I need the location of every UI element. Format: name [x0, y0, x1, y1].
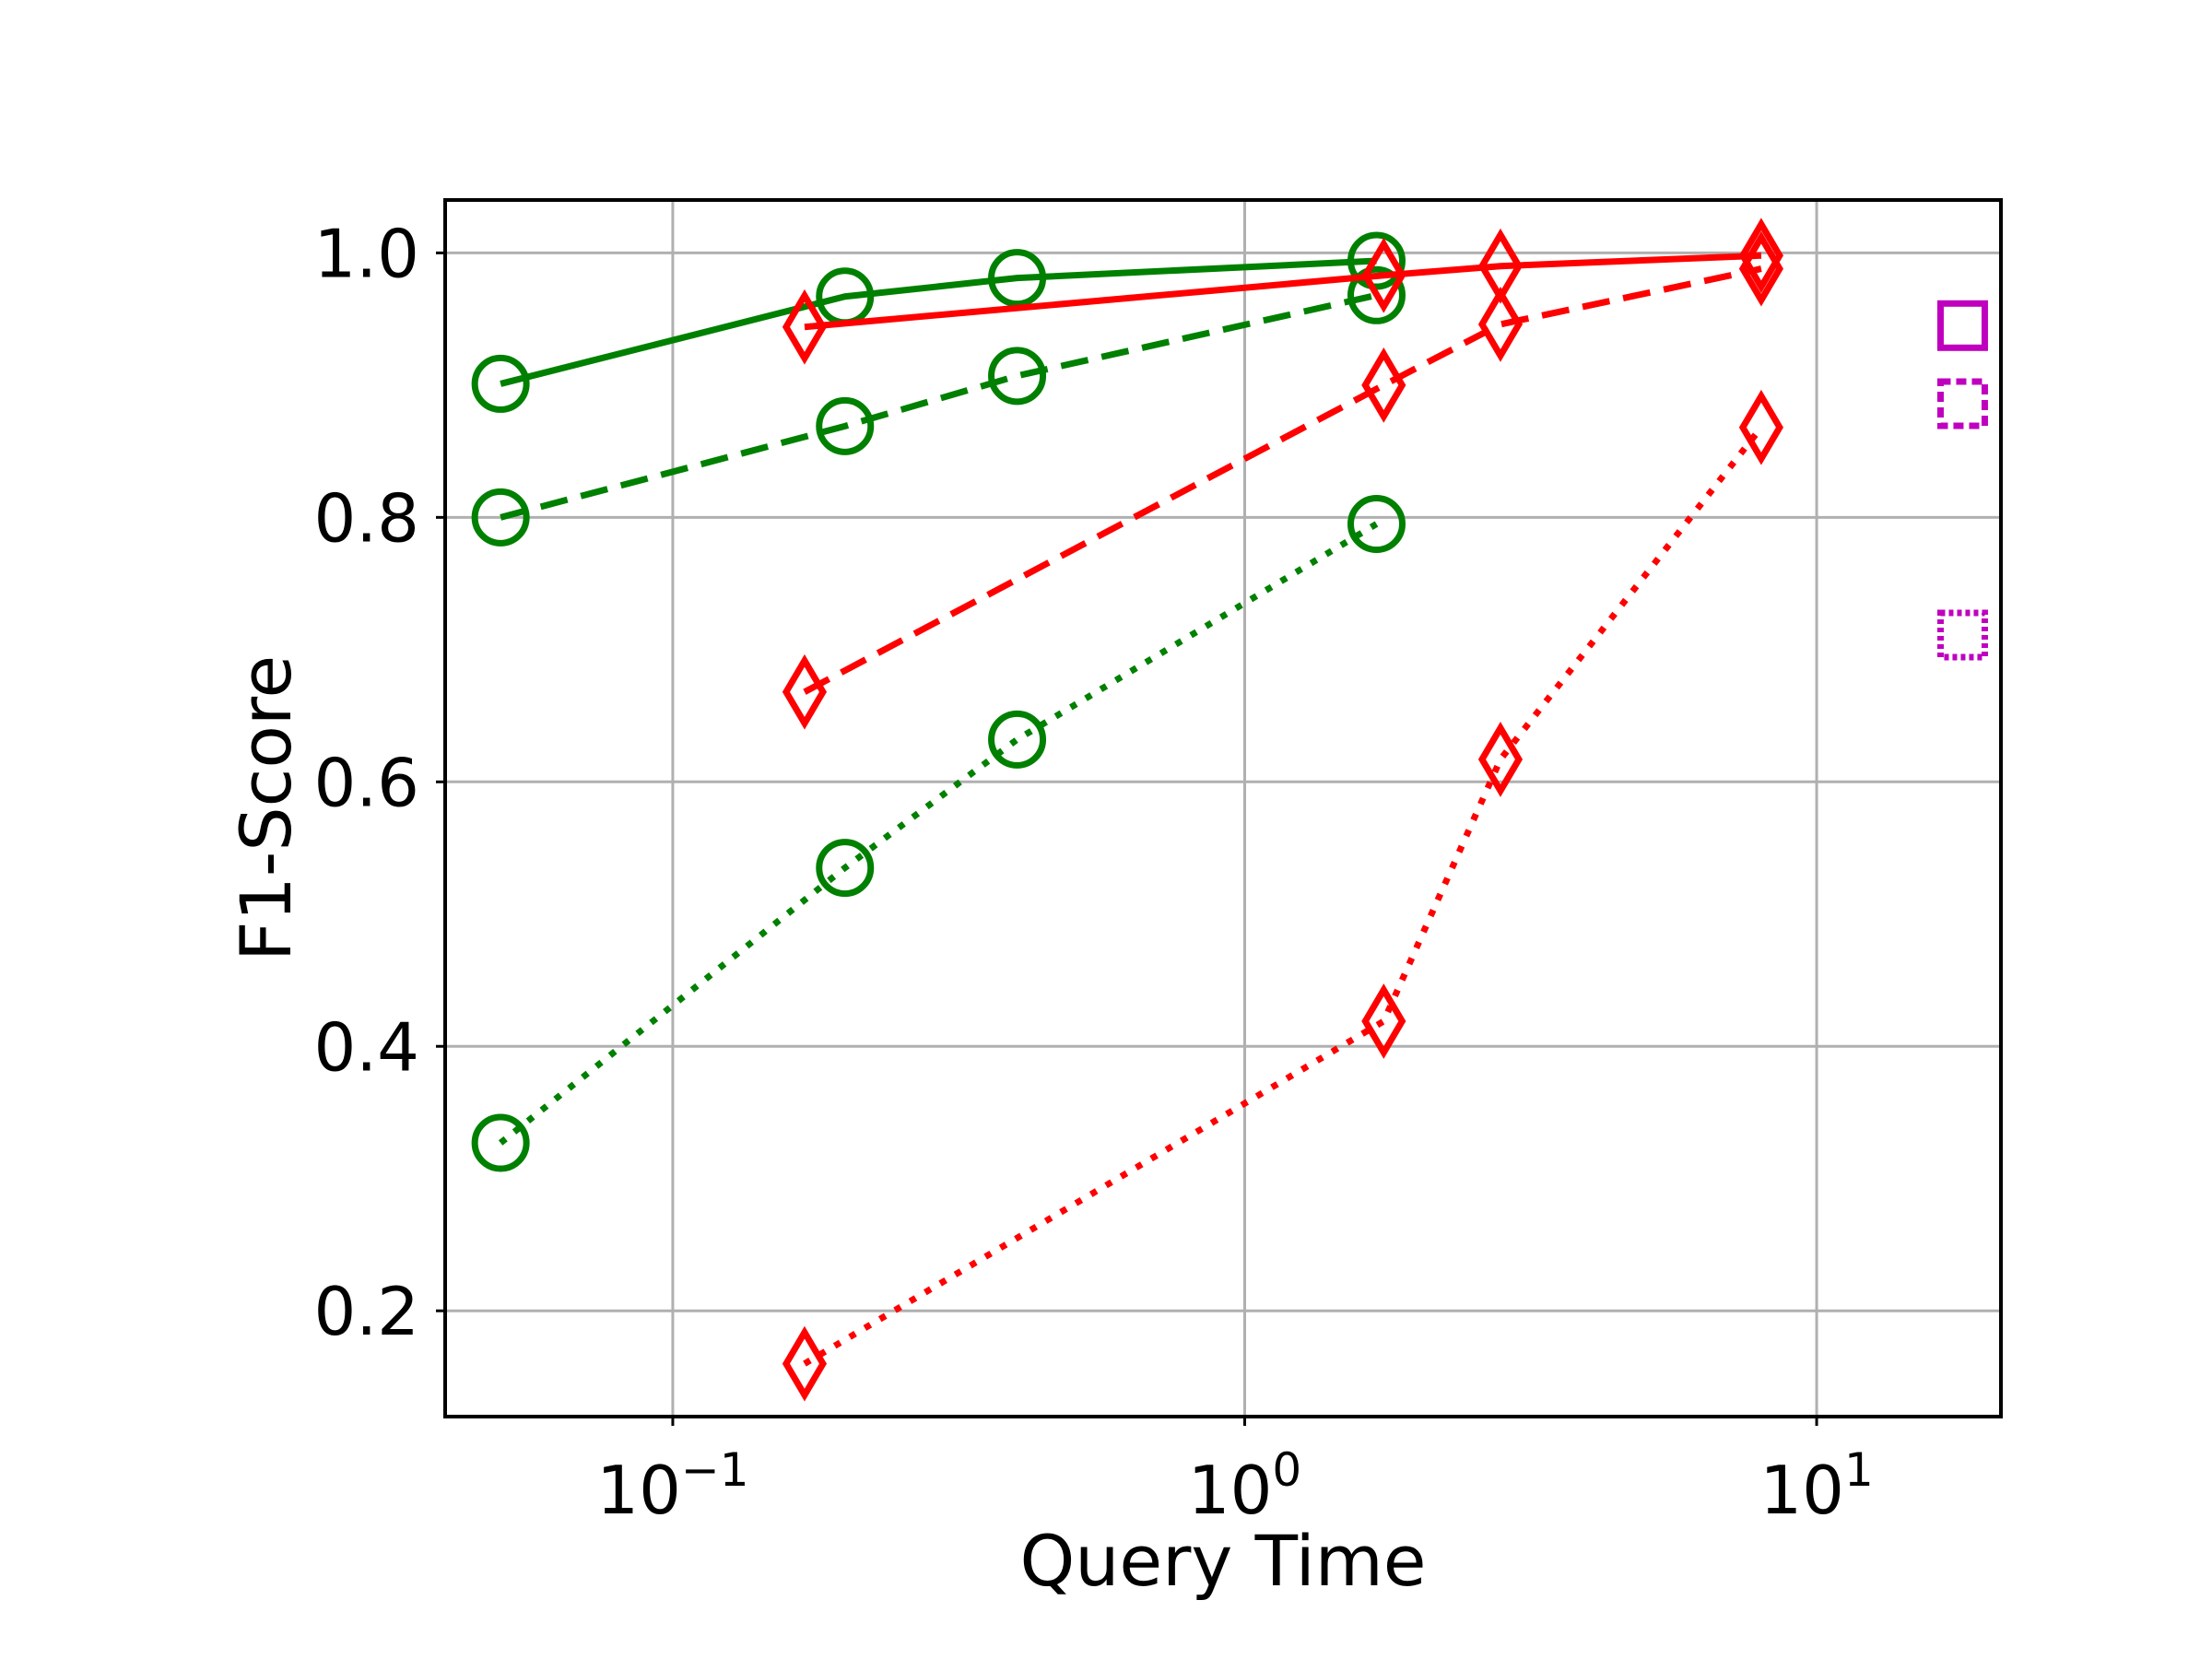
- ticks: 10−1 100 101 0.2 0.4 0.6 0.8 1.0: [313, 215, 1873, 1529]
- square-marker: [1936, 300, 1988, 351]
- circle-marker: [471, 354, 530, 413]
- circle-marker: [988, 249, 1047, 308]
- diamond-marker: [1361, 983, 1406, 1059]
- diamond-marker: [1738, 230, 1783, 307]
- series-3: [471, 495, 1406, 1172]
- y-tick-label: 1.0: [313, 215, 419, 292]
- diamond-marker: [1738, 389, 1783, 465]
- y-tick-label: 0.4: [313, 1008, 419, 1086]
- x-tick-label: 101: [1759, 1443, 1873, 1529]
- y-axis-label: F1-Score: [225, 655, 307, 961]
- series-line: [498, 521, 1379, 1146]
- circle-marker: [816, 839, 875, 898]
- x-axis-label: Query Time: [1019, 1520, 1426, 1602]
- series-7: [1936, 300, 1988, 351]
- diamond-marker: [1361, 237, 1406, 313]
- square-marker: [1936, 378, 1988, 429]
- diamond-marker: [782, 653, 828, 730]
- grid: [445, 200, 2001, 1417]
- series-line: [803, 425, 1764, 1367]
- diamond-marker: [782, 1325, 828, 1402]
- y-tick-label: 0.6: [313, 744, 419, 821]
- plot-frame: [443, 198, 2003, 1418]
- circle-marker: [988, 710, 1047, 769]
- series-line: [500, 291, 1378, 521]
- series-6: [782, 389, 1783, 1402]
- series-1: [471, 231, 1406, 413]
- series-8: [1936, 378, 1988, 429]
- square-marker: [1936, 609, 1988, 661]
- series-9: [1936, 609, 1988, 661]
- circle-marker: [1347, 495, 1406, 554]
- series-2: [471, 265, 1406, 547]
- circle-marker: [1347, 265, 1406, 324]
- diamond-marker: [1477, 722, 1524, 797]
- diamond-marker: [1361, 347, 1406, 423]
- circle-marker: [816, 396, 875, 455]
- series-line: [500, 257, 1377, 387]
- diamond-marker: [782, 288, 828, 365]
- y-tick-label: 0.8: [313, 479, 419, 557]
- series-line: [804, 252, 1762, 331]
- circle-marker: [471, 1113, 530, 1172]
- circle-marker: [1347, 231, 1406, 290]
- diamond-marker: [1477, 286, 1524, 362]
- series-line: [803, 265, 1762, 695]
- circle-marker: [471, 488, 530, 547]
- series-layer: [471, 218, 1988, 1402]
- y-tick-label: 0.2: [313, 1273, 419, 1350]
- diamond-marker: [1738, 218, 1783, 294]
- x-tick-label: 100: [1188, 1443, 1301, 1529]
- x-tick-label: 10−1: [596, 1443, 748, 1529]
- series-5: [782, 230, 1783, 730]
- circle-marker: [988, 347, 1047, 406]
